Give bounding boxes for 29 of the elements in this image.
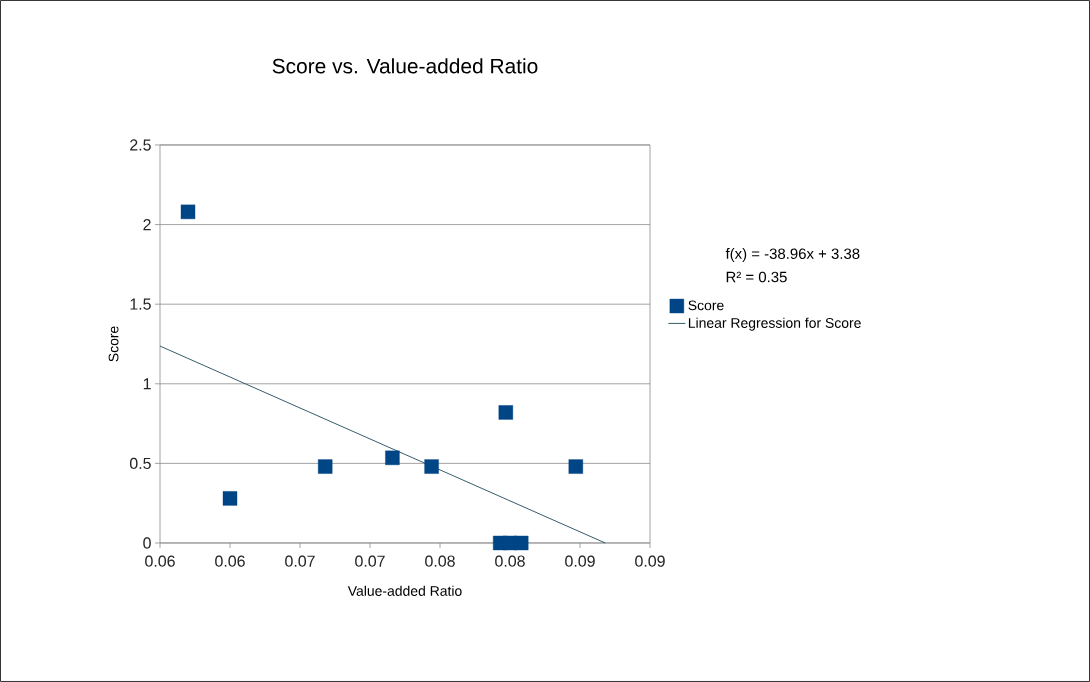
point xyxy=(180,204,196,220)
chart-title: Score vs. Value-added Ratio xyxy=(272,58,538,74)
y-tick-label: 1 xyxy=(143,378,151,390)
point xyxy=(318,459,333,474)
point xyxy=(568,459,584,474)
y-tick-label: 2 xyxy=(143,219,151,231)
text: f(x) = -38.96x + 3.38 xyxy=(725,248,860,262)
x-tick-label: 0.09 xyxy=(565,555,595,567)
y-tick-label: 0 xyxy=(143,537,151,549)
x-tick-label: 0.08 xyxy=(425,555,455,567)
x-tick-label: 0.07 xyxy=(285,555,315,567)
x-tick-label: 0.09 xyxy=(635,555,665,567)
x-tick-label: 0.07 xyxy=(355,555,385,567)
y-axis-title: Score xyxy=(108,326,119,362)
point xyxy=(424,459,439,474)
text: R² = 0.35 xyxy=(726,271,787,283)
y-tick-label: 1.5 xyxy=(130,298,151,310)
x-tick-label: 0.06 xyxy=(145,555,175,567)
y-tick-label: 0.5 xyxy=(129,457,151,470)
point xyxy=(385,450,400,466)
y-tick-label: 2.5 xyxy=(130,139,151,151)
legend-label: Linear Regression for Score xyxy=(688,317,861,331)
legend-label: Score xyxy=(688,300,724,311)
point xyxy=(514,535,529,551)
x-tick-label: 0.06 xyxy=(215,555,245,567)
x-tick-label: 0.08 xyxy=(495,555,525,567)
point xyxy=(498,405,514,420)
x-axis-title: Value-added Ratio xyxy=(347,585,462,596)
point xyxy=(222,491,238,506)
